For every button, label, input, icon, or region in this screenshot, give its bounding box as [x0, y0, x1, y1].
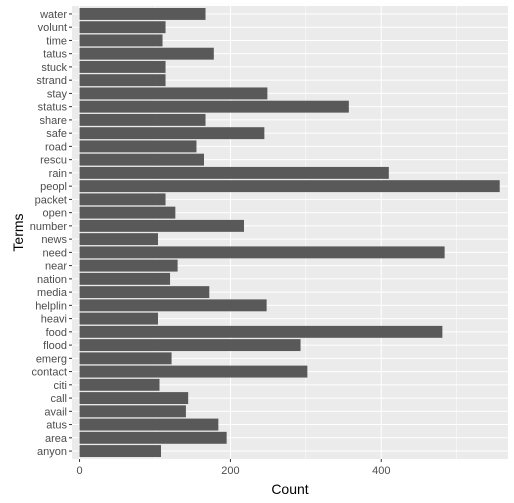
bar [79, 219, 244, 232]
y-tick-label: rescu [40, 155, 67, 167]
bar [79, 431, 227, 444]
bar [79, 233, 158, 246]
bar [79, 140, 197, 153]
y-tick-label: number [30, 221, 68, 233]
y-tick-label: anyon [37, 446, 67, 458]
bar [79, 312, 158, 325]
bar [79, 153, 205, 166]
bar [79, 405, 186, 418]
bar [79, 193, 166, 206]
bar [79, 418, 219, 431]
y-tick-label: nation [37, 274, 67, 286]
y-tick-label: status [38, 102, 68, 114]
y-tick-label: helplin [35, 300, 67, 312]
bar [79, 272, 171, 285]
bar [79, 127, 265, 140]
y-tick-label: time [46, 35, 67, 47]
x-tick-label: 400 [372, 465, 390, 477]
x-axis-title: Count [271, 481, 308, 497]
bar [79, 352, 172, 365]
y-tick-label: open [43, 208, 67, 220]
y-tick-label: citi [54, 380, 67, 392]
y-tick-label: road [45, 141, 67, 153]
bar [79, 378, 160, 391]
bar [79, 7, 206, 20]
bar [79, 34, 163, 47]
y-tick-label: peopl [40, 181, 67, 193]
bar [79, 299, 267, 312]
y-tick-label: near [45, 261, 67, 273]
y-tick-label: call [50, 393, 67, 405]
bar [79, 339, 301, 352]
bar [79, 286, 210, 299]
y-tick-label: rain [49, 168, 67, 180]
y-tick-label: media [37, 287, 68, 299]
bar [79, 74, 166, 87]
bar [79, 87, 268, 100]
y-tick-label: emerg [36, 353, 67, 365]
y-tick-label: news [41, 234, 67, 246]
bar [79, 365, 308, 378]
x-axis-ticks: 0 200 400 [76, 459, 390, 477]
y-tick-label: volunt [38, 22, 67, 34]
y-tick-label: stay [47, 88, 68, 100]
bar [79, 246, 445, 259]
y-tick-label: safe [46, 128, 67, 140]
y-tick-label: packet [35, 194, 67, 206]
bars [79, 7, 500, 458]
y-tick-label: atus [46, 420, 67, 432]
bar [79, 325, 443, 338]
bar [79, 166, 389, 179]
y-tick-label: water [39, 9, 67, 21]
y-tick-label: flood [43, 340, 67, 352]
y-tick-label: share [39, 115, 67, 127]
y-tick-label: need [43, 247, 67, 259]
y-axis-title: Terms [10, 213, 26, 251]
bar [79, 180, 500, 193]
y-tick-label: strand [36, 75, 67, 87]
bar [79, 100, 349, 113]
bar [79, 47, 214, 60]
bar [79, 21, 166, 34]
bar [79, 113, 206, 126]
y-tick-label: tatus [43, 49, 67, 61]
y-tick-label: food [46, 327, 67, 339]
x-tick-label: 200 [221, 465, 239, 477]
y-tick-label: area [45, 433, 68, 445]
bar [79, 206, 176, 219]
y-tick-label: stuck [41, 62, 67, 74]
bar [79, 259, 178, 272]
plot-panel [72, 6, 508, 459]
bar [79, 60, 166, 73]
bar [79, 445, 162, 458]
y-tick-label: avail [44, 406, 67, 418]
bar [79, 392, 189, 405]
x-tick-label: 0 [76, 465, 82, 477]
y-tick-label: heavi [41, 314, 67, 326]
y-tick-label: contact [32, 367, 67, 379]
